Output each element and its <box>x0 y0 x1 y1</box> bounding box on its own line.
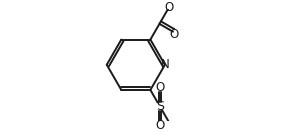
Text: O: O <box>155 119 164 132</box>
Text: S: S <box>156 100 164 113</box>
Text: N: N <box>161 58 170 71</box>
Text: O: O <box>155 81 164 94</box>
Text: O: O <box>165 1 174 14</box>
Text: O: O <box>169 28 178 41</box>
